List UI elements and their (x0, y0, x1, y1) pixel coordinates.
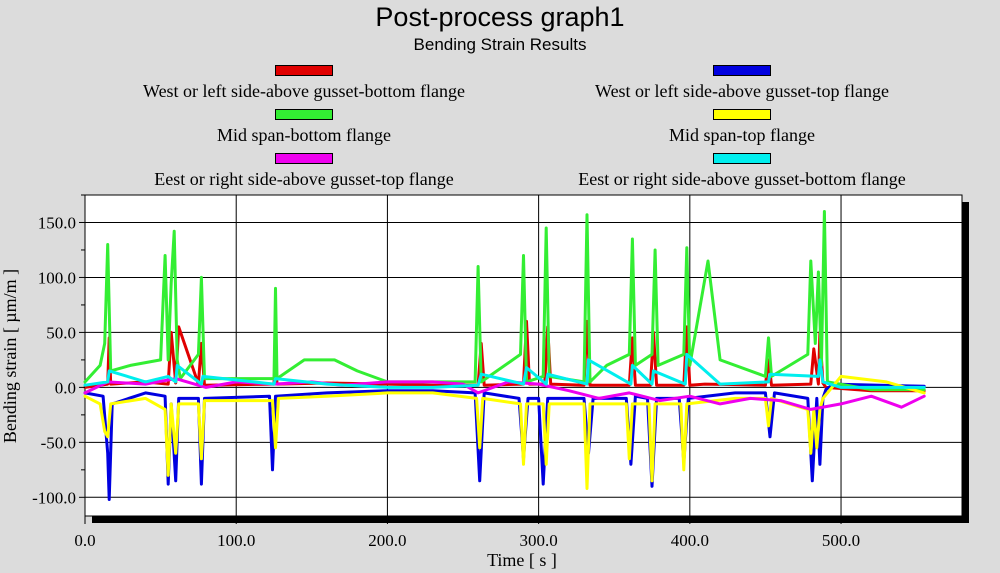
x-gridlines (235, 195, 842, 516)
y-tick-label: 50.0 (46, 323, 76, 342)
series-layer (83, 210, 926, 501)
legend-label: Eest or right side-above gusset-bottom f… (578, 169, 906, 189)
legend-label: West or left side-above gusset-top flang… (595, 81, 889, 101)
x-tick-label: 100.0 (217, 531, 255, 550)
legend-entry-east-bottom: Eest or right side-above gusset-bottom f… (512, 153, 972, 190)
y-tick-label: -100.0 (32, 488, 76, 507)
legend-label: Mid span-bottom flange (217, 125, 391, 145)
series-line-6 (83, 352, 926, 389)
legend-entry-west-bottom: West or left side-above gusset-bottom fl… (74, 65, 534, 102)
y-tick-label: 0.0 (55, 378, 76, 397)
legend-entry-mid-bottom: Mid span-bottom flange (74, 109, 534, 146)
legend-swatch (275, 65, 333, 76)
y-tick-label: 100.0 (38, 268, 76, 287)
legend-label: Mid span-top flange (669, 125, 815, 145)
legend-label: West or left side-above gusset-bottom fl… (143, 81, 465, 101)
series-line-3 (83, 210, 926, 392)
legend-swatch (275, 153, 333, 164)
y-tick-label: 150.0 (38, 213, 76, 232)
x-tick-label: 200.0 (368, 531, 406, 550)
legend-entry-mid-top: Mid span-top flange (512, 109, 972, 146)
y-tick-label: -50.0 (41, 433, 76, 452)
legend-entry-east-top: Eest or right side-above gusset-top flan… (74, 153, 534, 190)
legend-swatch (275, 109, 333, 120)
x-tick-label: 300.0 (519, 531, 557, 550)
x-axis: 0.0 100.0 200.0 300.0 400.0 500.0 (74, 516, 918, 550)
x-tick-label: 0.0 (74, 531, 95, 550)
x-axis-label: Time [ s ] (487, 550, 557, 570)
x-tick-label: 500.0 (822, 531, 860, 550)
series-line-2 (83, 382, 926, 501)
x-tick-label: 400.0 (671, 531, 709, 550)
y-axis: -100.0 -50.0 0.0 50.0 100.0 150.0 (32, 194, 85, 507)
y-axis-label: Bending strain [ µm/m ] (0, 269, 20, 443)
legend-label: Eest or right side-above gusset-top flan… (154, 169, 454, 189)
legend-entry-west-top: West or left side-above gusset-top flang… (512, 65, 972, 102)
legend-swatch (713, 65, 771, 76)
legend-swatch (713, 109, 771, 120)
chart-subtitle: Bending Strain Results (413, 35, 587, 54)
legend-swatch (713, 153, 771, 164)
chart-title: Post-process graph1 (375, 2, 625, 32)
